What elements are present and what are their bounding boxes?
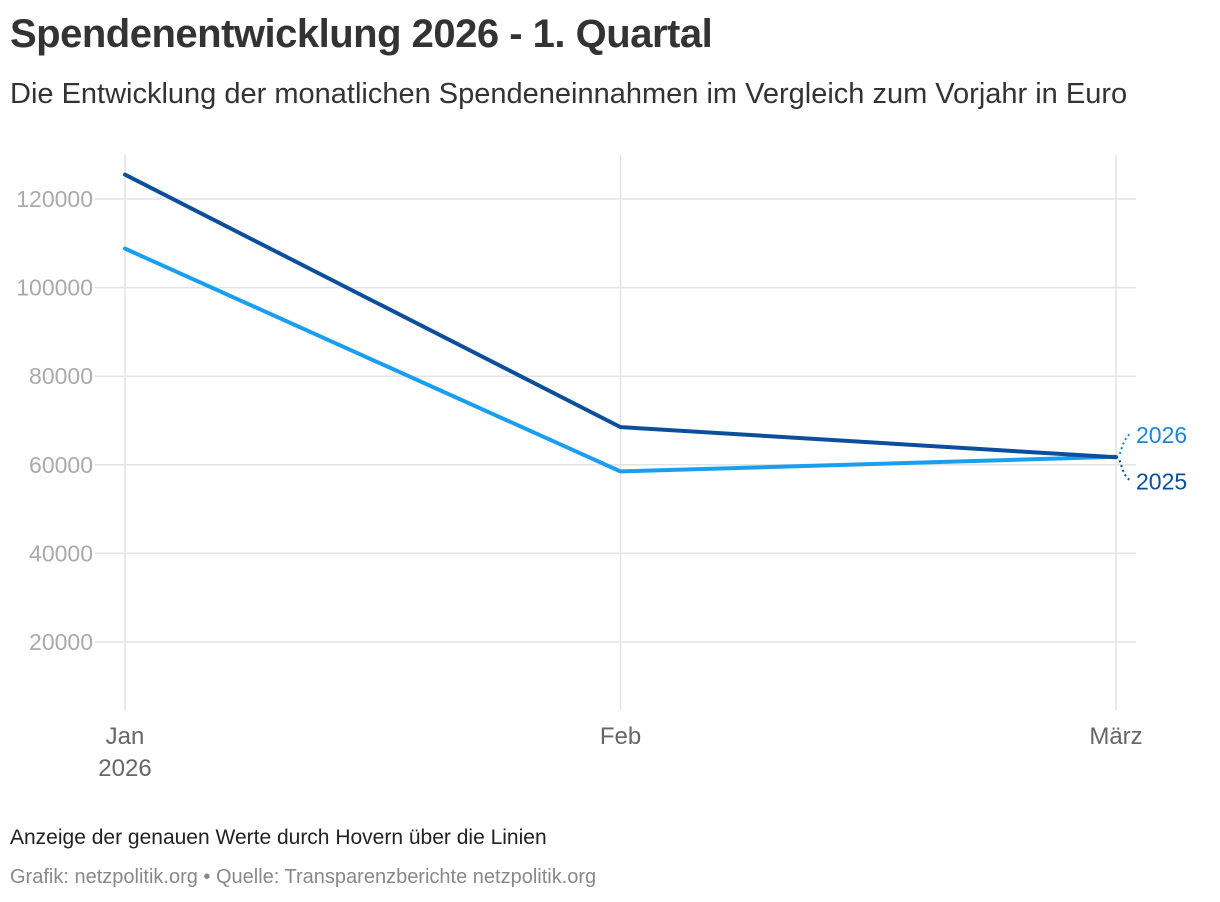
series-labels: 2026 2025 [1115,422,1187,494]
chart-title: Spendenentwicklung 2026 - 1. Quartal [10,12,713,56]
series-label-2026: 2026 [1136,422,1187,448]
series-line-2025 [123,172,1118,460]
y-tick-label: 20000 [29,629,93,655]
x-tick-label: Jan [106,723,145,750]
x-tick-label: März [1089,723,1142,750]
series-line-2026 [123,246,1118,474]
grid-layer [95,155,1136,710]
y-tick-label: 120000 [16,186,93,212]
y-tick-label: 80000 [29,363,93,389]
chart-source: Grafik: netzpolitik.org • Quelle: Transp… [10,866,597,888]
y-tick-label: 100000 [16,275,93,301]
x-tick-label: Feb [600,723,641,750]
series-label-2025: 2025 [1136,468,1187,494]
chart-notes: Anzeige der genauen Werte durch Hovern ü… [10,826,547,849]
y-tick-label: 60000 [29,452,93,478]
leader-line-2026 [1115,433,1131,458]
series-layer [123,172,1118,474]
y-tick-label: 40000 [29,540,93,566]
line-chart: 20000 40000 60000 80000 100000 120000 Jan 2026 F… [16,155,1187,782]
x-tick-sublabel: 2026 [98,755,151,782]
leader-line-2025 [1115,456,1131,482]
chart-subtitle: Die Entwicklung der monatlichen Spendene… [10,78,1128,110]
axis-labels: 20000 40000 60000 80000 100000 120000 Jan 2026 F… [16,186,1142,782]
